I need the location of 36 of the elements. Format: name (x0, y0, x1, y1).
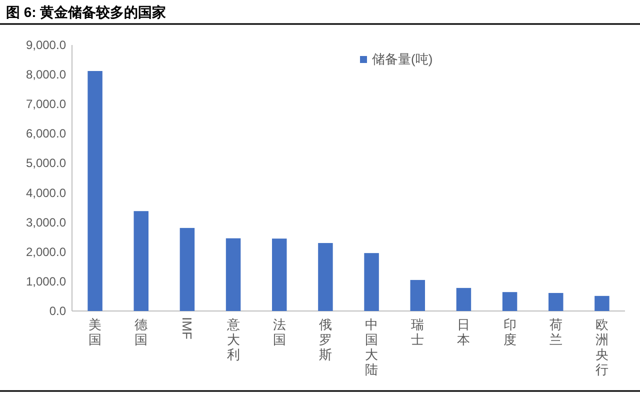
y-tick-label: 0.0 (49, 304, 66, 318)
bar (226, 238, 241, 311)
bar (502, 292, 518, 311)
x-tick-label: 瑞士 (411, 317, 424, 347)
bar (456, 288, 472, 311)
y-tick-label: 8,000.0 (26, 68, 66, 82)
bar (594, 296, 610, 311)
y-tick-label: 1,000.0 (26, 274, 66, 288)
y-tick-label: 2,000.0 (26, 244, 66, 259)
bar (134, 211, 148, 311)
x-tick-label: 美国 (88, 317, 102, 347)
x-tick-label: 荷兰 (549, 317, 562, 347)
y-tick-label: 7,000.0 (26, 97, 66, 112)
y-tick-label: 3,000.0 (26, 215, 66, 230)
x-tick-label: 欧洲央行 (595, 317, 608, 377)
bar (364, 253, 379, 311)
chart-title: 图 6: 黄金储备较多的国家 (6, 4, 166, 20)
y-tick-label: 6,000.0 (26, 126, 66, 141)
bar (410, 280, 425, 311)
x-tick-label: IMF (180, 317, 195, 340)
x-tick-label: 日本 (457, 317, 470, 347)
x-tick-label: 德国 (134, 317, 148, 347)
legend-label: 储备量(吨) (372, 52, 433, 66)
bar (548, 292, 564, 311)
x-tick-label: 中国大陆 (365, 317, 378, 377)
y-tick-label: 5,000.0 (26, 156, 66, 170)
x-tick-label: 法国 (272, 317, 286, 347)
bar (318, 243, 333, 311)
y-tick-label: 4,000.0 (26, 186, 66, 200)
x-tick-label: 意大利 (226, 317, 240, 362)
x-tick-label: 俄罗斯 (318, 317, 332, 362)
x-tick-label: 印度 (503, 317, 516, 347)
bar (272, 238, 287, 311)
y-tick-label: 9,000.0 (26, 38, 66, 52)
bar (88, 71, 102, 311)
bar (180, 228, 195, 311)
